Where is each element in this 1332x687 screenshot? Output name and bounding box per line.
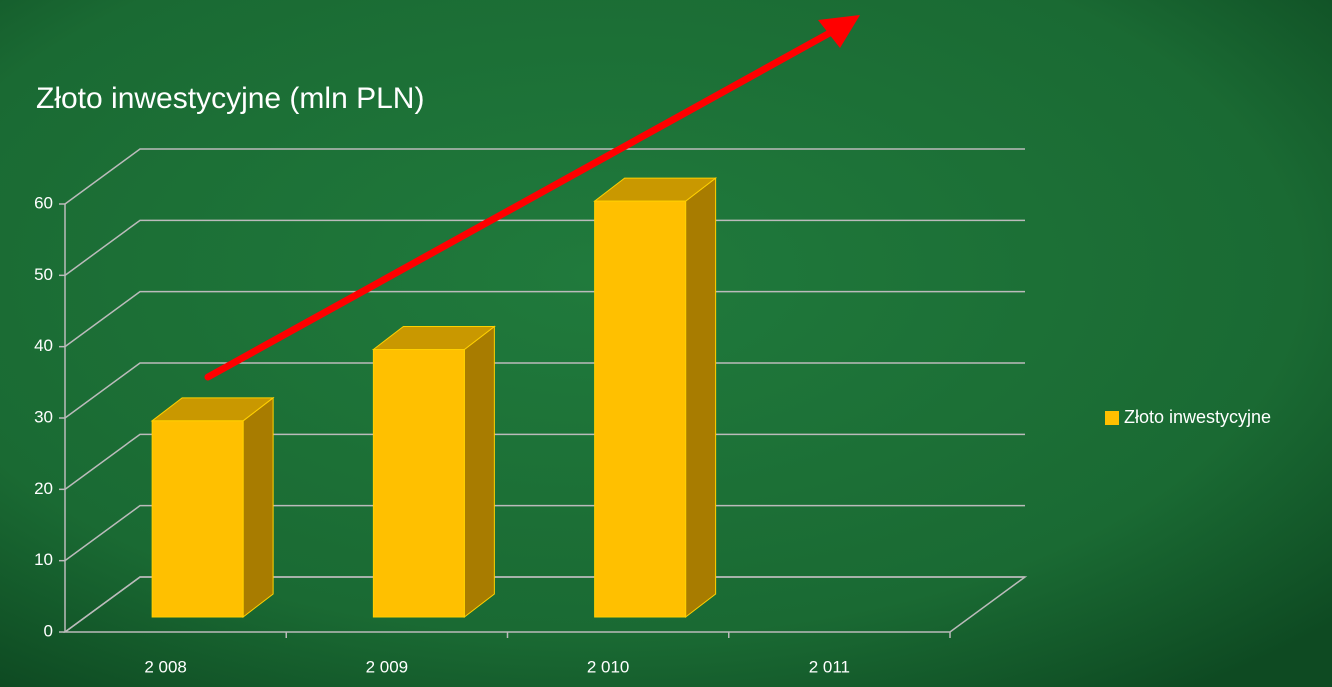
x-tick-label: 2 010 [587, 657, 630, 676]
y-tick-label: 60 [34, 193, 53, 212]
grid-line [64, 219, 1025, 276]
y-tick-label: 40 [34, 336, 53, 355]
y-tick-label: 20 [34, 479, 53, 498]
y-tick-label: 50 [34, 265, 53, 284]
grid-line [64, 504, 1025, 562]
y-tick-label: 30 [34, 407, 53, 426]
bar-front [372, 349, 465, 618]
bar-front [594, 200, 687, 618]
bar [150, 396, 275, 619]
grid-line [64, 576, 1025, 633]
y-tick-label: 10 [34, 550, 53, 569]
grid-line [64, 290, 1025, 348]
grid-line [64, 148, 1025, 205]
grid-line [64, 362, 1025, 419]
legend-label: Złoto inwestycyjne [1124, 407, 1271, 427]
x-tick-label: 2 009 [366, 657, 409, 676]
bar [371, 325, 496, 619]
chart-title: Złoto inwestycyjne (mln PLN) [36, 82, 424, 115]
bar-side [463, 325, 495, 619]
legend-swatch [1105, 411, 1119, 425]
y-tick-label: 0 [44, 621, 53, 640]
bar-side [685, 177, 717, 619]
bar-front [151, 420, 244, 618]
x-tick-label: 2 008 [144, 657, 187, 676]
bar [593, 177, 718, 619]
grid-line [64, 433, 1025, 490]
plot: 0 10 20 30 40 50 60 2 008 2 009 2 010 2 011 Złoto i… [34, 148, 1271, 676]
trend-arrow [204, 15, 860, 381]
x-tick-label: 2 011 [809, 657, 850, 676]
bar-side [242, 396, 274, 619]
